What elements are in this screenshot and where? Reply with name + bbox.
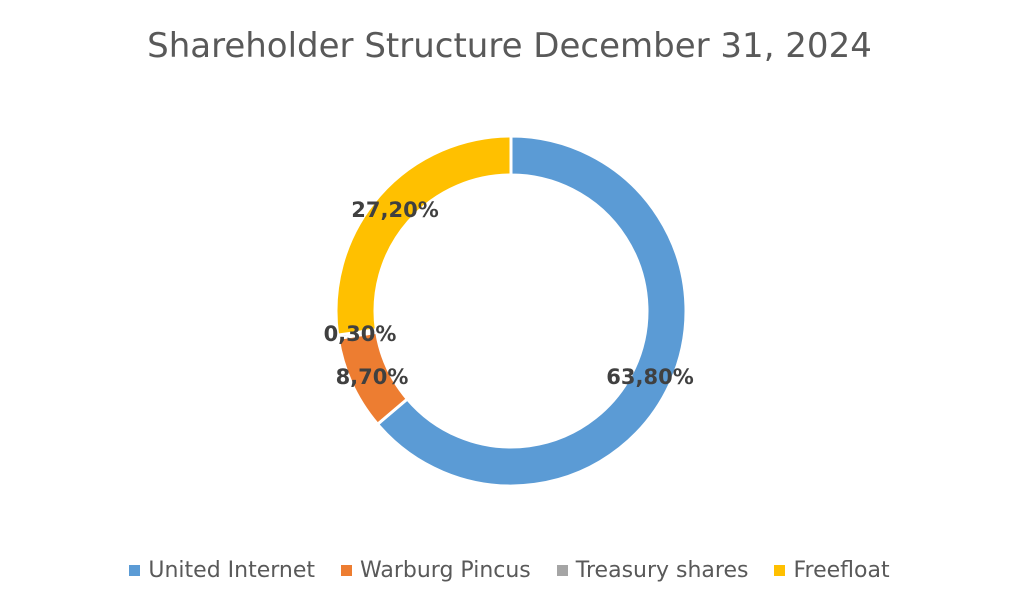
legend-swatch [129,565,141,576]
legend-label: United Internet [148,558,316,583]
data-label-warburg-pincus: 8,70% [336,365,409,389]
chart-title: Shareholder Structure December 31, 2024 [147,26,872,66]
legend-item-freefloat: Freefloat [774,558,890,583]
legend-label: Freefloat [793,558,890,583]
legend-swatch [556,565,568,576]
donut-slice-freefloat [334,134,513,337]
legend-item-united-internet: United Internet [129,558,315,583]
legend-label: Treasury shares [575,558,749,583]
donut-slice-united-internet [375,134,688,488]
legend: United Internet Warburg Pincus Treasury … [0,558,1019,583]
legend-swatch [774,565,786,576]
data-label-treasury-shares: 0,30% [324,322,397,346]
legend-label: Warburg Pincus [360,558,531,583]
legend-item-warburg-pincus: Warburg Pincus [341,558,531,583]
legend-item-treasury-shares: Treasury shares [556,558,749,583]
data-label-united-internet: 63,80% [606,365,693,389]
legend-swatch [341,565,353,576]
data-label-freefloat: 27,20% [351,198,438,222]
